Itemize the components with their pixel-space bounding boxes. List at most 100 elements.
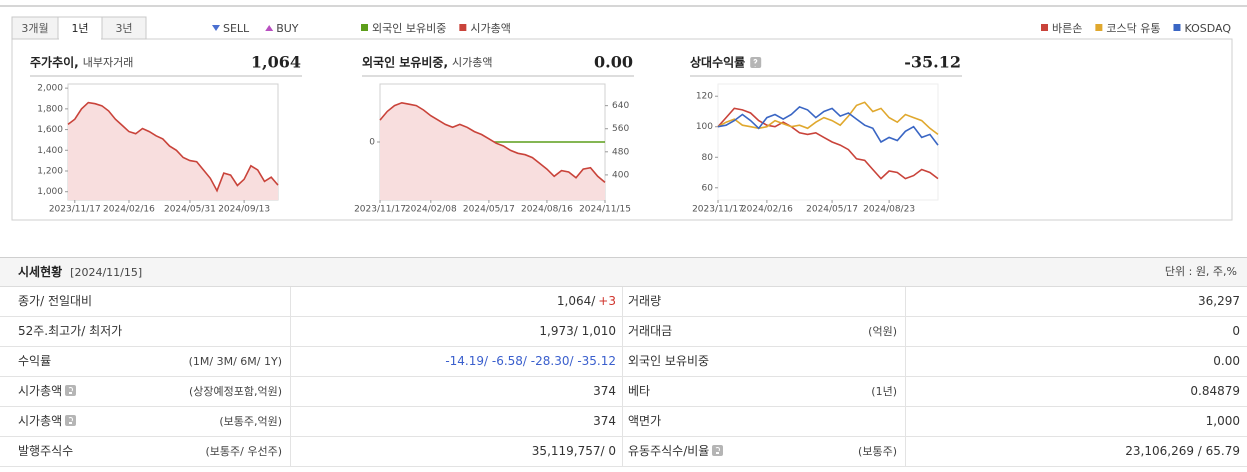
row-value2: 1,000 bbox=[1205, 414, 1240, 428]
legend-swatch bbox=[459, 24, 467, 31]
col-rule bbox=[622, 317, 623, 347]
y2-tick-label: 400 bbox=[612, 170, 629, 180]
row-value2: 36,297 bbox=[1198, 294, 1240, 308]
label-text: 시가총액 bbox=[18, 414, 63, 428]
table-header: 시세현황 [2024/11/15] bbox=[18, 257, 142, 288]
label-text: 베타 bbox=[628, 384, 651, 398]
legend-label: SELL bbox=[223, 22, 250, 35]
legend-marker bbox=[265, 25, 274, 31]
row-rule bbox=[0, 316, 1247, 317]
chart-title: 상대수익률 bbox=[690, 55, 745, 70]
row-label: 시가총액 bbox=[18, 377, 77, 406]
y2-tick-label: 480 bbox=[612, 147, 629, 157]
x-tick-label: 2024/05/17 bbox=[806, 205, 858, 215]
x-tick-label: 2023/11/17 bbox=[692, 205, 744, 215]
y-tick-label: 1,200 bbox=[37, 167, 63, 177]
row-value: -14.19/ -6.58/ -28.30/ -35.12 bbox=[445, 347, 616, 376]
chart-current-value: 0.00 bbox=[594, 53, 633, 72]
tab-label[interactable]: 1년 bbox=[71, 22, 88, 35]
y-tick-label: 120 bbox=[696, 92, 713, 102]
table-date: [2024/11/15] bbox=[70, 266, 143, 279]
legend-swatch bbox=[361, 24, 368, 31]
row-note2: (보통주) bbox=[858, 445, 897, 458]
series-area bbox=[380, 102, 605, 200]
col-rule bbox=[290, 287, 291, 317]
tab[interactable]: 1년 bbox=[57, 16, 103, 40]
help-icon bbox=[65, 415, 77, 426]
y-tick-label: 100 bbox=[696, 122, 713, 132]
row-rule bbox=[0, 466, 1247, 467]
label-text: 52주.최고가/ 최저가 bbox=[18, 324, 123, 338]
tab-label[interactable]: 3개월 bbox=[21, 22, 48, 35]
chart-box bbox=[11, 38, 1233, 221]
col-rule bbox=[622, 437, 623, 467]
x-tick-label: 2024/05/31 bbox=[164, 205, 216, 215]
top-rule bbox=[0, 5, 1247, 7]
row-value2: 0 bbox=[1232, 324, 1240, 338]
label-text: 거래대금 bbox=[628, 324, 673, 338]
chart-title: 외국인 보유비중, bbox=[362, 55, 448, 70]
legend-label: KOSDAQ bbox=[1184, 22, 1231, 35]
label-text: 시가총액 bbox=[18, 384, 63, 398]
tab[interactable]: 3개월 bbox=[11, 16, 59, 40]
y-tick-label: 1,800 bbox=[37, 104, 63, 114]
label-text: 유동주식수/비율 bbox=[628, 444, 710, 458]
row-label: 발행주식수 bbox=[18, 437, 73, 466]
tab-gap bbox=[59, 38, 101, 40]
x-tick-label: 2024/05/17 bbox=[463, 205, 515, 215]
label-text: 종가/ 전일대비 bbox=[18, 294, 93, 308]
value-text: 374 bbox=[593, 414, 616, 428]
x-tick-label: 2024/09/13 bbox=[218, 205, 270, 215]
col-rule bbox=[622, 377, 623, 407]
col-rule bbox=[290, 407, 291, 437]
row-label: 종가/ 전일대비 bbox=[18, 287, 92, 316]
x-tick-label: 2024/11/15 bbox=[579, 205, 631, 215]
chart-current-value: -35.12 bbox=[904, 53, 961, 72]
y-tick-label: 80 bbox=[702, 153, 714, 163]
legend-swatch bbox=[1095, 24, 1103, 31]
x-tick-label: 2024/02/16 bbox=[103, 205, 155, 215]
row-note: (보통주/ 우선주) bbox=[205, 445, 282, 458]
legend-label: 코스닥 유통 bbox=[1106, 22, 1160, 35]
tab-label[interactable]: 3년 bbox=[115, 22, 132, 35]
row-rule bbox=[0, 346, 1247, 347]
table-header-bg bbox=[0, 257, 1247, 287]
x-tick-label: 2024/02/16 bbox=[741, 205, 793, 215]
col-rule bbox=[905, 287, 906, 317]
price-line bbox=[67, 101, 279, 193]
series-line bbox=[717, 105, 939, 146]
row-note2: (억원) bbox=[868, 325, 897, 338]
value-text: -14.19/ -6.58/ -28.30/ -35.12 bbox=[445, 354, 616, 368]
row-value2: 0.84879 bbox=[1190, 384, 1240, 398]
series-line bbox=[379, 101, 606, 184]
row-label2: 거래량 bbox=[628, 287, 661, 316]
legend-label: 시가총액 bbox=[470, 22, 510, 35]
row-rule bbox=[0, 436, 1247, 437]
row-label2: 액면가 bbox=[628, 407, 661, 436]
label-text: 액면가 bbox=[628, 414, 662, 428]
row-note2: (1년) bbox=[871, 385, 897, 398]
legend-label: BUY bbox=[276, 22, 299, 35]
help-icon bbox=[712, 445, 724, 456]
series-line bbox=[717, 101, 939, 136]
row-label2: 거래대금 bbox=[628, 317, 672, 346]
row-label: 시가총액 bbox=[18, 407, 77, 436]
chart-current-value: 1,064 bbox=[251, 53, 301, 72]
col-rule bbox=[905, 317, 906, 347]
help-icon bbox=[65, 385, 77, 396]
chart-title: 주가추이, bbox=[30, 55, 79, 70]
chart-subtitle: 시가총액 bbox=[452, 56, 492, 69]
label-text: 거래량 bbox=[628, 294, 662, 308]
col-rule bbox=[905, 407, 906, 437]
col-rule bbox=[622, 287, 623, 317]
row-value2: 23,106,269 / 65.79 bbox=[1125, 444, 1240, 458]
label-text: 수익률 bbox=[18, 354, 52, 368]
table-title: 시세현황 bbox=[18, 265, 63, 279]
tab[interactable]: 3년 bbox=[101, 16, 147, 40]
x-tick-label: 2024/08/23 bbox=[863, 205, 915, 215]
chart-subtitle: 내부자거래 bbox=[83, 56, 134, 69]
label-text: 발행주식수 bbox=[18, 444, 74, 458]
row-value: 374 bbox=[593, 377, 616, 406]
row-label2: 유동주식수/비율 bbox=[628, 437, 724, 466]
y-tick-label: 2,000 bbox=[37, 84, 63, 94]
